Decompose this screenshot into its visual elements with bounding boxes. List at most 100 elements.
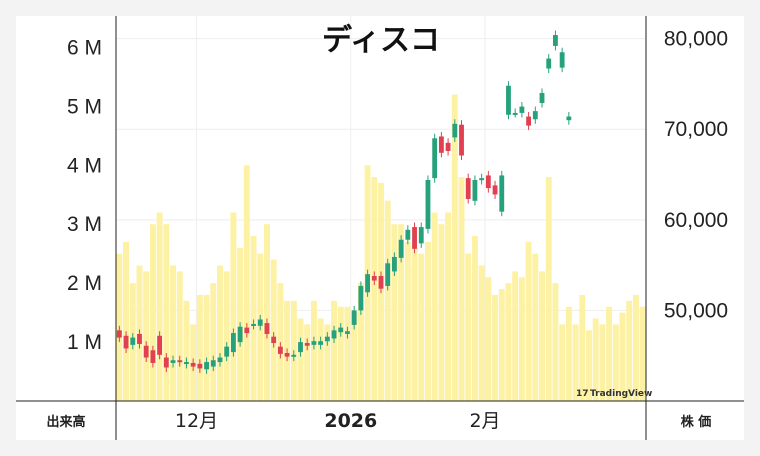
volume-bar <box>270 259 277 401</box>
volume-bar <box>223 271 230 401</box>
volume-bar <box>579 294 586 401</box>
candle-body <box>459 124 464 156</box>
volume-bar <box>532 253 539 401</box>
candle-body <box>559 52 565 68</box>
x-tick-label: 2月 <box>469 410 500 432</box>
candle-body <box>506 85 511 115</box>
candle-body <box>197 363 203 369</box>
volume-bar <box>203 294 210 401</box>
volume-bar <box>210 283 217 401</box>
volume-bar <box>317 318 324 401</box>
candle-body <box>217 357 223 363</box>
candle-body <box>277 346 283 354</box>
volume-bar <box>518 277 525 401</box>
candle-body <box>553 35 558 46</box>
candle-body <box>365 274 370 293</box>
volume-bar <box>505 283 512 401</box>
volume-bar <box>572 324 579 401</box>
volume-bar <box>156 212 163 401</box>
volume-bar <box>599 324 606 401</box>
volume-bar <box>123 241 130 401</box>
candle-body <box>318 341 324 345</box>
volume-bar <box>539 271 545 401</box>
volume-bar <box>552 283 559 401</box>
candle-body <box>298 342 303 353</box>
axes <box>16 16 744 440</box>
right-tick-label: 70,000 <box>664 118 728 141</box>
candle-body <box>331 330 337 339</box>
volume-bar <box>438 224 445 401</box>
left-tick-label: 1 M <box>67 331 102 354</box>
candle-body <box>137 333 142 344</box>
candle-body <box>532 111 538 120</box>
volume-bar <box>324 324 331 401</box>
volume-bar <box>176 271 183 401</box>
candlestick-volume-chart: 1 M 2 M 3 M 4 M 5 M 6 M 50,000 60,000 70,000 80,0… <box>16 16 744 440</box>
volume-bar <box>485 277 492 401</box>
volume-bar <box>163 224 170 401</box>
volume-bar <box>471 236 478 401</box>
candle-body <box>150 350 156 363</box>
volume-bar <box>418 253 425 401</box>
candle-body <box>210 360 216 367</box>
price-candles <box>116 30 572 374</box>
volume-bar <box>465 253 472 401</box>
volume-bar <box>149 224 156 401</box>
candle-body <box>465 178 471 199</box>
volume-bar <box>606 306 613 401</box>
candle-body <box>479 178 485 181</box>
volume-bar <box>545 177 552 401</box>
candle-body <box>123 335 129 349</box>
candle-body <box>385 263 391 286</box>
candle-body <box>264 323 270 334</box>
volume-bar <box>391 224 398 401</box>
volume-bar <box>398 224 405 401</box>
candle-body <box>519 106 525 113</box>
candle-body <box>163 357 169 368</box>
chart-panel: 1 M 2 M 3 M 4 M 5 M 6 M 50,000 60,000 70,000 80,0… <box>16 16 744 440</box>
candle-body <box>271 336 277 344</box>
volume-bar <box>612 324 619 401</box>
volume-bar <box>498 289 505 401</box>
candle-body <box>116 330 122 338</box>
volume-bar <box>304 324 311 401</box>
volume-bar <box>344 306 351 401</box>
tradingview-watermark: TradingView <box>590 389 652 399</box>
candle-body <box>546 58 552 69</box>
volume-bar <box>565 306 572 401</box>
volume-bar <box>217 265 223 401</box>
right-tick-label: 50,000 <box>664 299 728 322</box>
candle-body <box>526 116 532 126</box>
volume-bar <box>196 294 203 401</box>
volume-bar <box>592 318 599 401</box>
left-tick-label: 3 M <box>67 213 102 236</box>
candle-body <box>224 346 230 357</box>
candle-body <box>143 345 149 358</box>
candle-body <box>157 335 163 355</box>
candle-body <box>237 326 243 343</box>
x-tick-label: 12月 <box>175 410 218 432</box>
candle-body <box>130 337 136 345</box>
volume-bar <box>263 224 270 401</box>
candle-body <box>304 343 310 346</box>
volume-bar <box>411 247 418 401</box>
volume-bar <box>632 294 639 401</box>
candle-body <box>432 138 438 179</box>
x-tick-label: 2026 <box>324 410 377 432</box>
volume-bar <box>425 241 431 401</box>
volume-bar <box>337 306 344 401</box>
volume-bar <box>431 212 438 401</box>
candle-body <box>452 123 458 138</box>
volume-bar <box>277 283 284 401</box>
axis-labels: 1 M 2 M 3 M 4 M 5 M 6 M 50,000 60,000 70,000 80,0… <box>46 23 728 432</box>
volume-bar <box>445 212 452 401</box>
candle-body <box>244 327 250 334</box>
candle-body <box>324 336 330 342</box>
volume-bar <box>183 300 190 401</box>
volume-bar <box>384 200 391 401</box>
left-tick-label: 5 M <box>67 95 102 118</box>
left-tick-label: 4 M <box>67 154 102 177</box>
volume-bar <box>586 330 592 401</box>
candle-body <box>184 362 189 365</box>
